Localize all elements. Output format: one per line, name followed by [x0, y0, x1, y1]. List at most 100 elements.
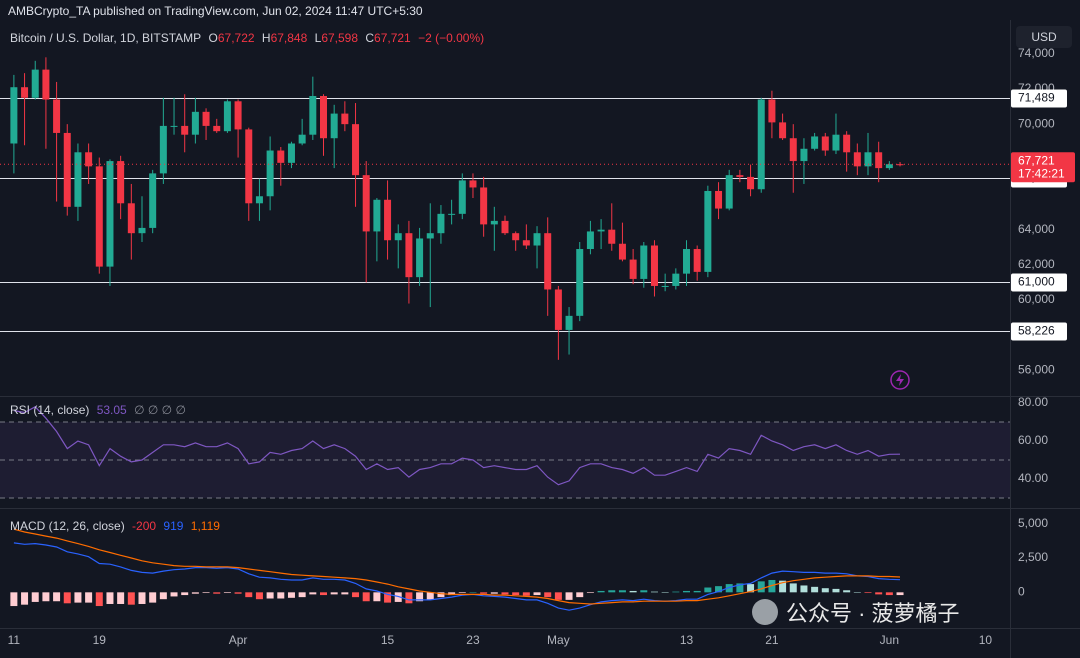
candle-body [608, 229, 616, 244]
candle-body [565, 315, 573, 330]
candle-body [362, 175, 370, 232]
legend-key: C [365, 31, 375, 45]
candle-body [10, 87, 18, 144]
histogram-bar [223, 592, 231, 594]
candle-body [458, 180, 466, 214]
candle-body [63, 132, 71, 207]
candle-body [298, 134, 306, 144]
rsi-line [13, 406, 901, 486]
histogram-bar [309, 592, 317, 595]
candle-body [832, 134, 840, 151]
histogram-bar [650, 591, 658, 593]
candle-body [405, 233, 413, 278]
histogram-bar [330, 592, 338, 595]
x-tick-label: 23 [466, 633, 480, 647]
candle-body [95, 166, 103, 267]
histogram-bar [341, 592, 349, 595]
histogram-bar [757, 581, 765, 593]
histogram-bar [533, 592, 541, 596]
histogram-bar [437, 592, 445, 598]
histogram-bar [277, 592, 285, 599]
candle-body [341, 113, 349, 125]
histogram-bar [576, 592, 584, 598]
histogram-bar [875, 592, 883, 595]
rsi-title: RSI (14, close) [10, 403, 90, 417]
candle-body [693, 249, 701, 272]
level-label-box [1011, 273, 1067, 292]
candle-body [554, 289, 562, 330]
x-tick-label: May [547, 633, 570, 647]
alert-icon-bolt [896, 374, 904, 386]
candle-body [618, 243, 626, 260]
candle-body [779, 122, 787, 139]
histogram-bar [715, 586, 723, 593]
histogram-bar [127, 592, 135, 605]
histogram-bar [373, 592, 381, 602]
histogram-bar [42, 592, 50, 602]
rsi-value: 53.05 [96, 403, 127, 417]
histogram-bar [170, 592, 178, 597]
candle-body [159, 125, 167, 174]
histogram-bar [202, 592, 210, 594]
y-tick-label: 64,000 [1018, 222, 1055, 236]
candle-body [426, 233, 434, 239]
histogram-bar [394, 592, 402, 602]
candle-body [245, 129, 253, 204]
y-tick-label: 60,000 [1018, 292, 1055, 306]
histogram-bar [74, 592, 82, 603]
candle-body [661, 285, 669, 287]
histogram-bar [255, 592, 263, 600]
candle-body [31, 69, 39, 98]
rsi-placeholders: ∅ ∅ ∅ ∅ [134, 403, 186, 417]
price-label: 67,721 [1018, 153, 1055, 167]
candle-body [352, 124, 360, 176]
histogram-bar [586, 592, 594, 594]
y-tick-label: 80.00 [1018, 395, 1048, 409]
candle-body [853, 152, 861, 167]
histogram-bar [191, 592, 199, 594]
legend-value: 67,598 [321, 31, 359, 45]
watermark-text: 公众号 · 菠萝橘子 [786, 601, 960, 626]
x-tick-label: 13 [680, 633, 694, 647]
histogram-bar [21, 592, 29, 605]
level-label-box [1011, 322, 1067, 341]
candle-body [469, 180, 477, 188]
histogram-bar [725, 584, 733, 593]
published-note: AMBCrypto_TA published on TradingView.co… [8, 4, 423, 18]
candle-body [490, 220, 498, 225]
histogram-bar [362, 592, 370, 602]
main-legend: Bitcoin / U.S. Dollar, 1D, BITSTAMP O67,… [10, 31, 488, 45]
candle-body [789, 138, 797, 162]
histogram-bar [565, 592, 573, 600]
candle-body [117, 161, 125, 204]
candle-body [202, 111, 210, 126]
candle-body [586, 231, 594, 250]
histogram-bar [117, 592, 125, 604]
alert-icon[interactable] [890, 370, 910, 390]
histogram-bar [213, 592, 221, 594]
histogram-bar [811, 586, 819, 593]
level-label-box [1011, 89, 1067, 108]
macd-legend: MACD (12, 26, close) -200 919 1,119 [10, 519, 224, 533]
candle-body [501, 220, 509, 234]
candle-body [416, 238, 424, 278]
candle-body [480, 187, 488, 225]
histogram-bar [95, 592, 103, 607]
candle-body [533, 233, 541, 246]
currency-button[interactable]: USD [1016, 26, 1072, 48]
histogram-bar [768, 579, 776, 593]
y-tick-label: 62,000 [1018, 257, 1055, 271]
histogram-bar [405, 592, 413, 604]
level-label: 71,489 [1018, 91, 1055, 105]
y-tick-label: 40.00 [1018, 471, 1048, 485]
candle-body [373, 199, 381, 232]
candle-body [106, 161, 114, 267]
histogram-bar [618, 590, 626, 593]
candle-body [21, 87, 29, 98]
histogram-bar [416, 592, 424, 602]
x-tick-label: Jun [880, 633, 899, 647]
countdown: 17:42:21 [1018, 166, 1065, 180]
histogram-bar [554, 592, 562, 600]
